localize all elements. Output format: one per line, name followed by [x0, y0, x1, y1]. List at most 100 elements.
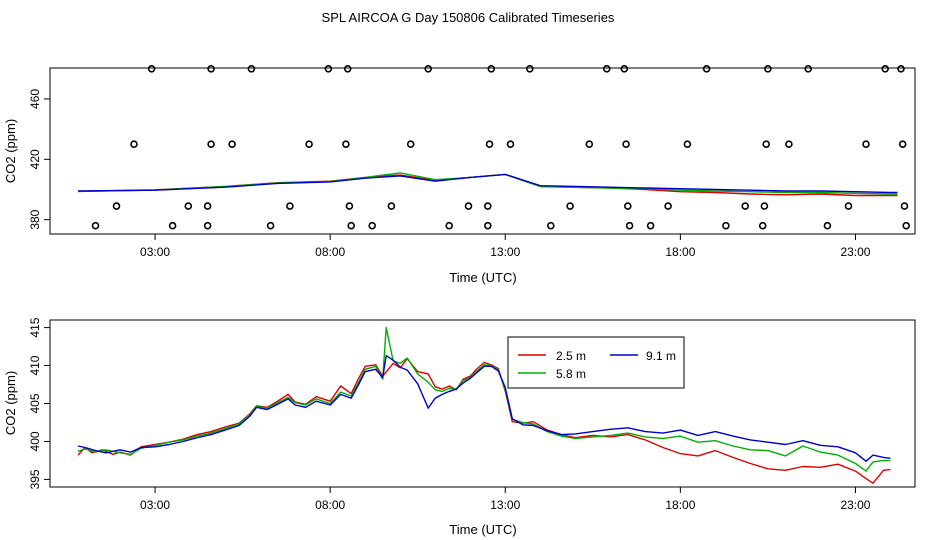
bottom-xtick-label: 08:00: [315, 498, 345, 512]
top-calibration-point: [207, 140, 215, 148]
top-calibration-point: [862, 140, 870, 148]
top-calibration-point: [207, 65, 215, 73]
top-calibration-point: [147, 65, 156, 73]
top-xtick-label: 23:00: [840, 245, 870, 259]
top-calibration-point: [844, 202, 853, 210]
bottom-series-9-1m: [77, 355, 891, 462]
top-series: [77, 172, 898, 197]
bottom-panel: 03:00 08:00 13:00 18:00 23:00 395 400 405 410 415…: [3, 317, 916, 537]
top-calibration-point: [345, 202, 354, 210]
bottom-xtick-label: 03:00: [140, 498, 170, 512]
legend-label-2-5m: 2.5 m: [556, 349, 586, 363]
top-calibration-point: [485, 140, 494, 148]
top-calibration-point: [823, 221, 832, 230]
bottom-xtick-label: 23:00: [840, 498, 870, 512]
legend-label-5-8m: 5.8 m: [556, 367, 586, 381]
top-calibration-point: [506, 140, 515, 148]
legend-label-9-1m: 9.1 m: [646, 349, 676, 363]
top-calibration-point: [247, 65, 256, 73]
top-calibration-point: [487, 65, 496, 73]
top-calibration-point: [785, 140, 793, 148]
top-calibration-point: [804, 65, 813, 73]
top-calibration-point: [368, 221, 377, 230]
top-calibration-point: [203, 202, 212, 210]
bottom-xtick-label: 18:00: [665, 498, 695, 512]
bottom-xtick-label: 13:00: [490, 498, 520, 512]
top-axes: 03:00 08:00 13:00 18:00 23:00 380 420 460: [28, 89, 871, 259]
top-calibration-point: [585, 140, 594, 148]
bottom-ytick-label: 395: [28, 469, 42, 489]
top-xtick-label: 13:00: [490, 245, 520, 259]
top-calibration-point: [424, 65, 433, 73]
top-calibration-point: [343, 65, 352, 73]
top-xtick-label: 08:00: [315, 245, 345, 259]
top-calibration-point: [762, 140, 771, 148]
top-calibration-point: [566, 202, 574, 210]
top-calibration-point: [347, 221, 356, 230]
bottom-ylabel: CO2 (ppm): [3, 371, 18, 435]
top-ylabel: CO2 (ppm): [3, 119, 18, 183]
top-calibration-point: [902, 221, 911, 230]
top-calibration-point: [683, 140, 692, 148]
top-plot-frame: [49, 67, 916, 235]
top-calibration-point: [525, 65, 534, 73]
top-calibration-point: [168, 221, 177, 230]
top-calibration-point: [483, 202, 492, 210]
top-calibration-point: [898, 140, 907, 148]
top-calibration-point: [625, 221, 634, 230]
top-calibration-point: [602, 65, 611, 73]
chart-title: SPL AIRCOA G Day 150806 Calibrated Times…: [322, 10, 615, 25]
top-calibration-point: [445, 221, 454, 230]
top-calibration-point: [900, 202, 909, 210]
bottom-xlabel: Time (UTC): [449, 522, 516, 537]
top-ytick-label: 420: [28, 149, 42, 169]
top-calibration-point: [91, 221, 100, 230]
top-calibration-point: [646, 221, 655, 230]
top-calibration-point: [483, 221, 492, 230]
bottom-ytick-label: 400: [28, 431, 42, 451]
bottom-series-5-8m: [77, 326, 891, 472]
bottom-ytick-label: 415: [28, 317, 42, 337]
top-xlabel: Time (UTC): [449, 270, 516, 285]
top-calibration-point: [546, 221, 555, 230]
legend: 2.5 m 5.8 m 9.1 m: [507, 336, 685, 389]
top-calibration-point: [620, 65, 629, 73]
bottom-plot-frame: [49, 319, 916, 488]
top-calibration-point: [324, 65, 333, 73]
top-ytick-label: 460: [28, 89, 42, 109]
top-calibration-point: [184, 202, 193, 210]
bottom-series: [77, 326, 891, 484]
top-calibration-point: [760, 202, 769, 210]
top-calibration-point: [764, 65, 772, 73]
top-series-9-1m: [77, 173, 898, 194]
bottom-ytick-label: 405: [28, 393, 42, 413]
top-calibration-point: [897, 65, 905, 73]
top-calibration-point: [622, 140, 630, 148]
top-xtick-label: 18:00: [665, 245, 695, 259]
top-panel: 03:00 08:00 13:00 18:00 23:00 380 420 460 Time …: [3, 65, 916, 285]
top-calibration-point: [130, 140, 138, 148]
top-calibration-point: [741, 202, 750, 210]
top-calibration-point: [464, 202, 473, 210]
top-calibration-point: [228, 140, 236, 148]
top-calibration-point: [203, 221, 212, 230]
legend-box: [507, 336, 685, 389]
top-ytick-label: 380: [28, 209, 42, 229]
top-calibration-point: [305, 140, 313, 148]
top-calibration-point: [758, 221, 767, 230]
top-calibration-point: [342, 140, 350, 148]
top-calibration-point: [112, 202, 121, 210]
top-calibration-point: [266, 221, 275, 230]
bottom-ytick-label: 410: [28, 355, 42, 375]
bottom-series-2-5m: [77, 358, 891, 484]
top-calibration-point: [702, 65, 711, 73]
top-calibration-point: [406, 140, 415, 148]
bottom-axes: 03:00 08:00 13:00 18:00 23:00 395 400 405 410 415: [28, 317, 871, 512]
top-calibration-point: [881, 65, 890, 73]
top-calibration-point: [286, 202, 294, 210]
top-calibration-point: [722, 221, 730, 230]
top-calibration-point: [623, 202, 632, 210]
top-calibration-point: [664, 202, 672, 210]
top-calibration-point: [387, 202, 396, 210]
